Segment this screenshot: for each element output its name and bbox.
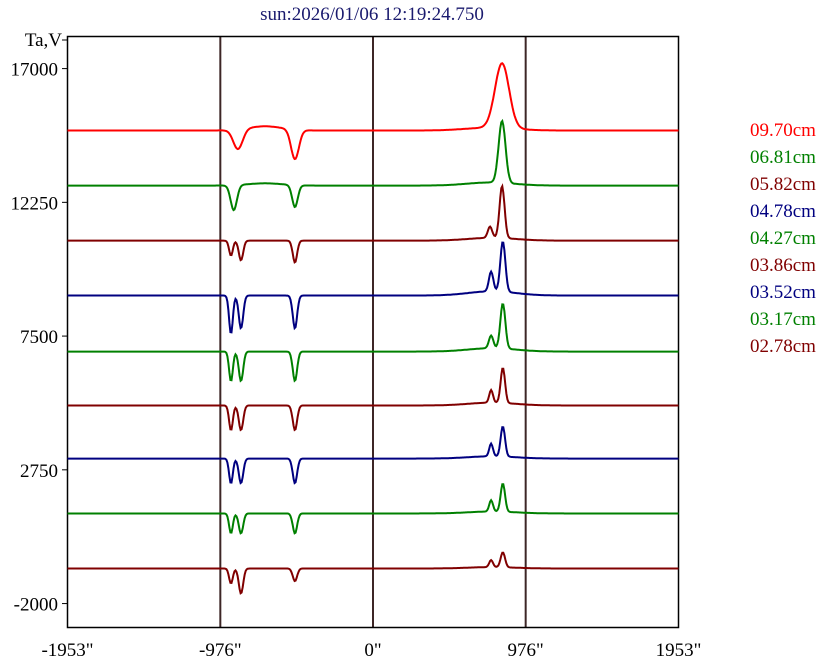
x-tick-label: -976" bbox=[199, 640, 242, 661]
plot-frame bbox=[66, 35, 680, 629]
legend-entry: 03.52cm bbox=[750, 282, 816, 303]
series-line-03-17cm bbox=[67, 483, 679, 535]
series-line-09-70cm bbox=[67, 62, 679, 161]
y-tick-label: 2750 bbox=[20, 461, 58, 482]
legend-entry: 06.81cm bbox=[750, 147, 816, 168]
legend-entry: 02.78cm bbox=[750, 336, 816, 357]
legend-entry: 09.70cm bbox=[750, 120, 816, 141]
legend-entry: 05.82cm bbox=[750, 174, 816, 195]
legend-entry: 03.17cm bbox=[750, 309, 816, 330]
x-tick-label: 0" bbox=[364, 640, 381, 661]
chart-title: sun:2026/01/06 12:19:24.750 bbox=[260, 4, 484, 25]
x-tick-label: 976" bbox=[508, 640, 544, 661]
legend-entry: 04.27cm bbox=[750, 228, 816, 249]
series-line-06-81cm bbox=[67, 118, 679, 212]
y-axis-label: Ta,V bbox=[25, 30, 62, 51]
x-tick-label: -1953" bbox=[41, 640, 93, 661]
series-line-05-82cm bbox=[67, 183, 679, 264]
y-tick-label: -2000 bbox=[14, 595, 58, 616]
series-line-02-78cm bbox=[67, 551, 679, 595]
series-line-03-52cm bbox=[67, 426, 679, 485]
y-tick-label: 17000 bbox=[11, 60, 59, 81]
y-tick-label: 7500 bbox=[20, 327, 58, 348]
series-line-04-78cm bbox=[67, 241, 679, 334]
series-line-03-86cm bbox=[67, 367, 679, 432]
legend-entry: 03.86cm bbox=[750, 255, 816, 276]
x-tick-label: 1953" bbox=[656, 640, 702, 661]
y-tick-label: 12250 bbox=[11, 193, 59, 214]
legend-entry: 04.78cm bbox=[750, 201, 816, 222]
series-line-04-27cm bbox=[67, 303, 679, 383]
